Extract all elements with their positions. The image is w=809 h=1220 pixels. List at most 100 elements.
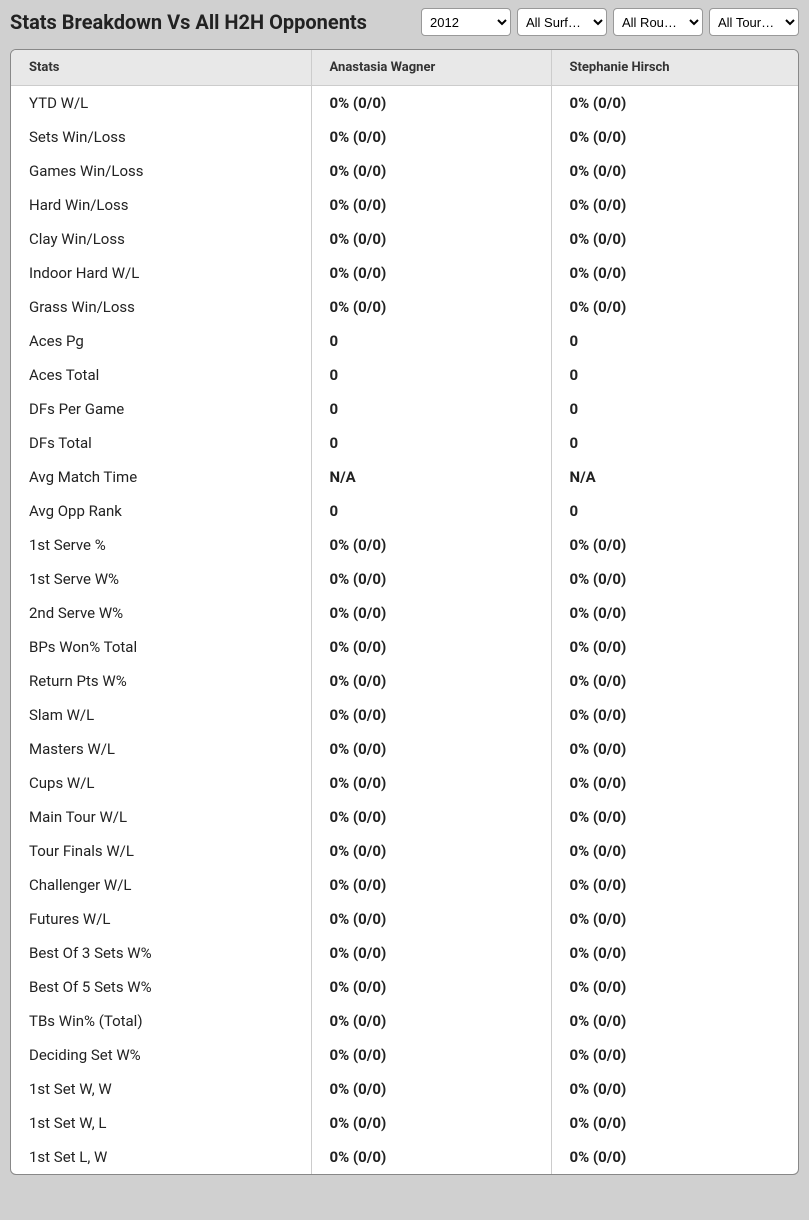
stat-value-player2: 0% (0/0) [551,1140,798,1174]
stat-value-player2: 0% (0/0) [551,528,798,562]
stat-value-player1: 0% (0/0) [311,596,551,630]
stat-value-player1: 0% (0/0) [311,664,551,698]
stat-label: 1st Serve % [11,528,311,562]
stat-value-player1: N/A [311,460,551,494]
table-row: Tour Finals W/L0% (0/0)0% (0/0) [11,834,798,868]
table-row: 2nd Serve W%0% (0/0)0% (0/0) [11,596,798,630]
stat-value-player1: 0% (0/0) [311,868,551,902]
stat-value-player2: 0% (0/0) [551,222,798,256]
stat-label: 1st Serve W% [11,562,311,596]
stat-value-player1: 0% (0/0) [311,630,551,664]
table-row: Aces Total00 [11,358,798,392]
table-row: Cups W/L0% (0/0)0% (0/0) [11,766,798,800]
table-row: DFs Total00 [11,426,798,460]
stats-tbody: YTD W/L0% (0/0)0% (0/0)Sets Win/Loss0% (… [11,86,798,1175]
stat-value-player2: 0% (0/0) [551,868,798,902]
stat-value-player2: 0% (0/0) [551,732,798,766]
stat-value-player2: 0% (0/0) [551,630,798,664]
table-row: Games Win/Loss0% (0/0)0% (0/0) [11,154,798,188]
table-row: DFs Per Game00 [11,392,798,426]
stat-label: YTD W/L [11,86,311,121]
table-row: Sets Win/Loss0% (0/0)0% (0/0) [11,120,798,154]
stat-value-player1: 0% (0/0) [311,290,551,324]
table-row: Futures W/L0% (0/0)0% (0/0) [11,902,798,936]
stat-label: Deciding Set W% [11,1038,311,1072]
stat-label: Hard Win/Loss [11,188,311,222]
stat-value-player1: 0% (0/0) [311,562,551,596]
table-row: 1st Set W, W0% (0/0)0% (0/0) [11,1072,798,1106]
stat-label: 1st Set W, W [11,1072,311,1106]
stat-value-player2: 0% (0/0) [551,1004,798,1038]
stat-label: Games Win/Loss [11,154,311,188]
stat-value-player2: 0% (0/0) [551,290,798,324]
stat-value-player2: 0% (0/0) [551,1106,798,1140]
table-row: Avg Match TimeN/AN/A [11,460,798,494]
stat-value-player2: 0 [551,358,798,392]
col-header-stats: Stats [11,50,311,86]
stat-value-player2: 0% (0/0) [551,120,798,154]
table-row: TBs Win% (Total)0% (0/0)0% (0/0) [11,1004,798,1038]
table-row: Indoor Hard W/L0% (0/0)0% (0/0) [11,256,798,290]
stat-value-player2: 0% (0/0) [551,970,798,1004]
stat-value-player2: 0 [551,426,798,460]
header-bar: Stats Breakdown Vs All H2H Opponents 201… [0,0,809,44]
stat-value-player2: 0% (0/0) [551,902,798,936]
stat-label: Aces Total [11,358,311,392]
stat-value-player1: 0% (0/0) [311,86,551,121]
stat-value-player2: 0% (0/0) [551,562,798,596]
stat-label: Grass Win/Loss [11,290,311,324]
stat-label: Clay Win/Loss [11,222,311,256]
stat-value-player2: 0% (0/0) [551,834,798,868]
stat-label: DFs Per Game [11,392,311,426]
stat-label: 1st Set L, W [11,1140,311,1174]
col-header-player1: Anastasia Wagner [311,50,551,86]
stat-value-player2: 0% (0/0) [551,664,798,698]
stat-value-player2: 0% (0/0) [551,596,798,630]
stat-label: Main Tour W/L [11,800,311,834]
table-row: Clay Win/Loss0% (0/0)0% (0/0) [11,222,798,256]
stat-value-player1: 0 [311,392,551,426]
stat-value-player2: 0 [551,494,798,528]
table-row: 1st Set L, W0% (0/0)0% (0/0) [11,1140,798,1174]
stat-value-player1: 0% (0/0) [311,936,551,970]
stat-value-player1: 0% (0/0) [311,188,551,222]
stat-value-player1: 0% (0/0) [311,766,551,800]
stat-label: Avg Match Time [11,460,311,494]
stat-label: Best Of 5 Sets W% [11,970,311,1004]
table-row: BPs Won% Total0% (0/0)0% (0/0) [11,630,798,664]
table-row: 1st Set W, L0% (0/0)0% (0/0) [11,1106,798,1140]
stat-label: Challenger W/L [11,868,311,902]
stat-label: DFs Total [11,426,311,460]
stat-value-player1: 0% (0/0) [311,732,551,766]
stat-value-player1: 0% (0/0) [311,256,551,290]
round-select[interactable]: All Rou… [613,8,703,36]
stat-value-player1: 0% (0/0) [311,698,551,732]
surface-select[interactable]: All Surf… [517,8,607,36]
table-row: Deciding Set W%0% (0/0)0% (0/0) [11,1038,798,1072]
stat-value-player1: 0% (0/0) [311,154,551,188]
stat-label: Sets Win/Loss [11,120,311,154]
tour-select[interactable]: All Tour… [709,8,799,36]
stat-value-player2: 0% (0/0) [551,800,798,834]
year-select[interactable]: 2012 [421,8,511,36]
stat-label: Aces Pg [11,324,311,358]
stat-value-player2: 0% (0/0) [551,766,798,800]
table-row: 1st Serve W%0% (0/0)0% (0/0) [11,562,798,596]
table-row: Grass Win/Loss0% (0/0)0% (0/0) [11,290,798,324]
stat-value-player2: 0% (0/0) [551,1072,798,1106]
stat-value-player1: 0 [311,358,551,392]
stat-value-player1: 0% (0/0) [311,970,551,1004]
stat-value-player1: 0% (0/0) [311,902,551,936]
stat-value-player2: 0 [551,392,798,426]
stat-value-player2: 0% (0/0) [551,86,798,121]
stat-value-player1: 0% (0/0) [311,1106,551,1140]
stat-label: Slam W/L [11,698,311,732]
stat-value-player1: 0% (0/0) [311,834,551,868]
stat-value-player1: 0% (0/0) [311,800,551,834]
stat-value-player2: N/A [551,460,798,494]
stat-label: Cups W/L [11,766,311,800]
stat-label: Return Pts W% [11,664,311,698]
stat-value-player2: 0 [551,324,798,358]
stat-value-player1: 0% (0/0) [311,1140,551,1174]
table-row: Main Tour W/L0% (0/0)0% (0/0) [11,800,798,834]
